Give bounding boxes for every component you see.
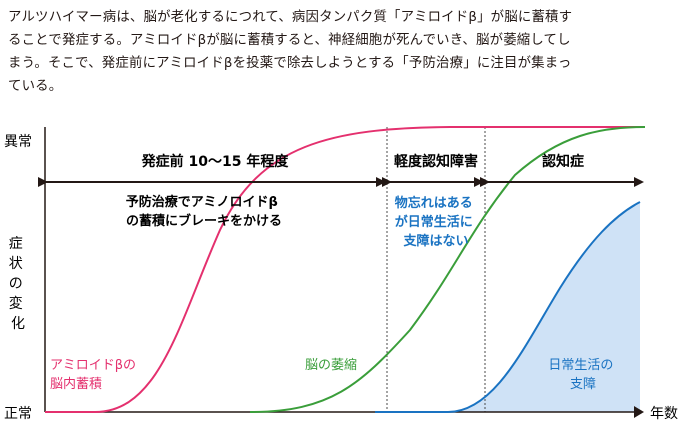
series-line-amyloid [45,126,645,413]
y-axis-title: 症 状 の 変 化 [9,236,27,332]
series-line-daily-life [375,201,641,413]
series-line-atrophy [249,126,646,413]
prevention-note-line: 予防治療でアミノロイドβ [126,194,278,210]
series-label-amyloid: アミロイドβの 脳内蓄積 [50,358,140,392]
mci-note-line: 物忘れはある [395,195,473,211]
y-axis-title-char: 化 [11,316,25,332]
series-label-daily-life: 日常生活の 支障 [548,358,617,392]
mci-note: 物忘れはある が日常生活に 支障はない [395,195,478,249]
y-axis-bottom-label: 正常 [4,406,32,422]
mci-note-line: 支障はない [402,233,468,249]
paragraph-line: まう。そこで、発症前にアミロイドβを投薬で除去しようとする「予防治療」に注目が集… [8,56,572,71]
phase-label-mci: 軽度認知障害 [394,153,478,170]
y-axis-top-label: 異常 [4,134,32,150]
paragraph-line: アルツハイマー病は、脳が老化するにつれて、病因タンパク質「アミロイドβ」が脳に蓄… [8,10,573,25]
y-axis-title-char: 変 [9,295,23,312]
series-label-amyloid-line: 脳内蓄積 [50,376,102,392]
daily-life-impairment-area [375,202,640,412]
paragraph-line: ている。 [8,79,63,94]
series-label-daily-life-line: 支障 [570,377,596,392]
y-axis-title-char: 状 [9,256,23,272]
phase-label-dementia: 認知症 [542,153,584,170]
series-label-amyloid-line: アミロイドβの [50,358,136,373]
x-axis-label: 年数 [650,406,678,422]
prevention-note-line: の蓄積にブレーキをかける [126,213,282,229]
series-label-atrophy: 脳の萎縮 [305,357,357,373]
prevention-note: 予防治療でアミノロイドβ の蓄積にブレーキをかける [126,194,283,229]
intro-paragraph: アルツハイマー病は、脳が老化するにつれて、病因タンパク質「アミロイドβ」が脳に蓄… [8,6,684,98]
series-label-daily-life-line: 日常生活の [548,358,613,373]
paragraph-line: ることで発症する。アミロイドβが脳に蓄積すると、神経細胞が死んでいき、脳が萎縮し… [8,33,571,48]
y-axis-title-char: 症 [9,236,23,252]
x-axis-arrow-icon [634,406,644,418]
y-axis-title-char: の [9,276,23,292]
mci-note-line: が日常生活に [395,214,473,230]
phase-label-preclinical: 発症前 10〜15 年程度 [141,153,290,170]
